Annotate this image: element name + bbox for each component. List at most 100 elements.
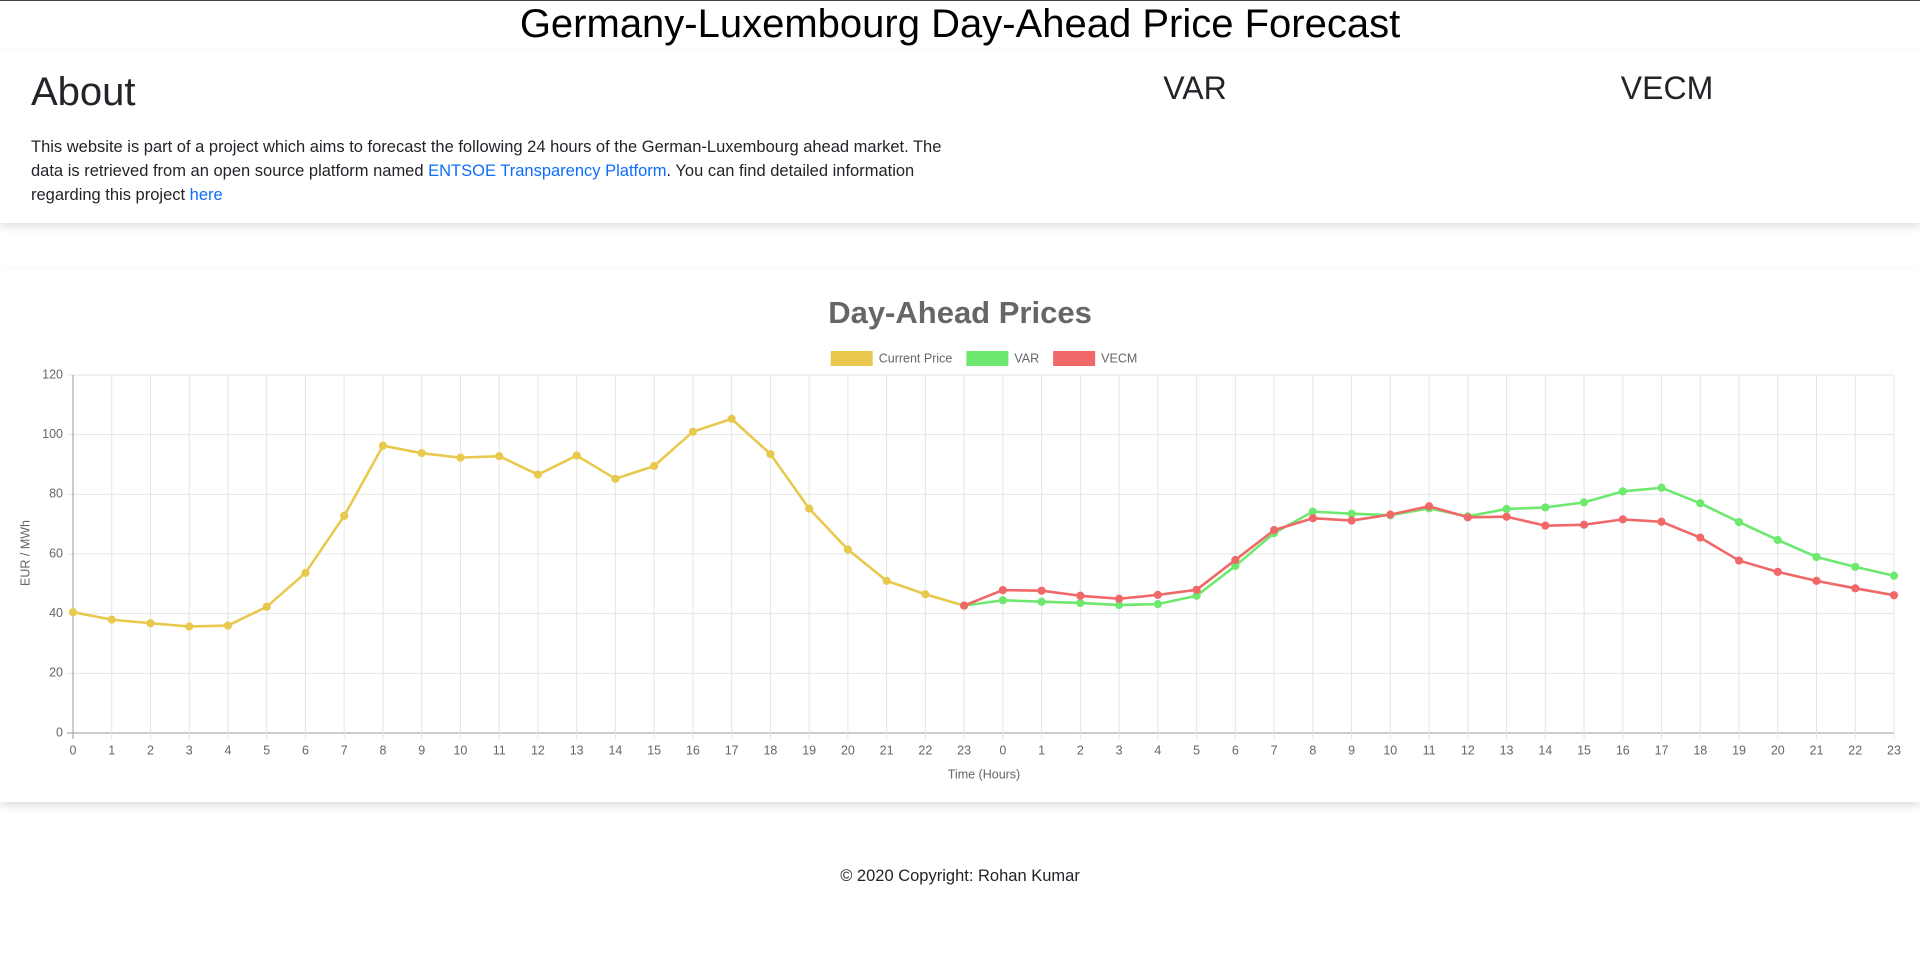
data-point [572,451,581,460]
model-heading: VAR [1163,70,1227,106]
data-point [1153,590,1162,599]
x-tick-label: 8 [379,743,386,757]
data-point [1308,514,1317,523]
data-point [1889,571,1899,580]
x-tick-label: 17 [1655,743,1669,757]
x-tick-label: 4 [225,743,232,757]
data-point [650,461,659,471]
data-point [1115,594,1124,603]
top-border [0,0,1920,1]
x-tick-label: 22 [1848,743,1862,757]
data-point [1734,556,1744,565]
data-point [1618,487,1627,496]
data-point [921,590,930,599]
data-point [1773,535,1782,545]
data-point [1579,498,1589,507]
x-tick-label: 20 [841,743,855,757]
x-tick-label: 3 [1116,743,1123,757]
x-tick-label: 5 [1193,743,1200,757]
data-point [1386,510,1395,519]
data-point [378,441,388,450]
x-tick-label: 9 [418,743,425,757]
x-tick-label: 16 [686,743,700,757]
x-tick-label: 6 [1232,743,1239,757]
y-tick-label: 120 [42,367,63,381]
y-tick-label: 0 [56,725,63,739]
link[interactable]: here [189,186,223,204]
about-card [0,50,1920,223]
x-tick-label: 19 [1732,743,1746,757]
data-point [1579,520,1589,529]
x-tick-label: 4 [1154,743,1161,757]
data-point [1037,586,1046,595]
data-point [533,470,543,479]
x-tick-label: 0 [70,743,77,757]
legend-swatch [830,351,873,366]
x-tick-label: 9 [1348,743,1355,757]
x-tick-label: 22 [918,743,932,757]
data-point [843,545,852,554]
x-tick-label: 23 [957,743,971,757]
data-point [1851,562,1860,571]
y-axis-title: EUR / MWh [18,520,32,586]
legend-label: VAR [1014,351,1039,365]
data-point [1347,509,1356,518]
legend-label: Current Price [879,351,953,365]
x-tick-label: 10 [1383,743,1397,757]
data-point [766,449,775,459]
data-point [146,619,155,628]
data-point [1734,517,1744,527]
x-tick-label: 0 [999,743,1006,757]
data-point [1076,591,1085,600]
x-tick-label: 6 [302,743,309,757]
data-point [340,511,349,520]
data-point [1657,517,1666,526]
x-tick-label: 19 [802,743,816,757]
data-point [1502,504,1511,514]
link[interactable]: ENTSOE Transparency Platform [428,162,667,180]
y-tick-label: 20 [49,666,63,680]
about-text: This website is part of a project which … [31,135,951,207]
x-tick-label: 21 [1810,743,1824,757]
legend: Current Price VAR VECM [830,351,1137,366]
x-tick-label: 12 [531,743,545,757]
x-tick-label: 14 [608,743,622,757]
data-point [1076,598,1085,608]
data-point [185,622,194,631]
data-point [1851,584,1860,593]
data-point [495,452,504,461]
data-point [1541,503,1550,512]
data-point [1618,515,1627,524]
x-tick-label: 11 [1423,743,1436,757]
data-point [1657,483,1666,492]
data-point [998,585,1007,595]
x-tick-label: 5 [263,743,270,757]
data-point [417,449,426,458]
x-tick-label: 11 [493,743,506,757]
chart-title: Day-Ahead Prices [828,295,1092,330]
data-point [1773,567,1782,576]
data-point [1812,552,1821,562]
y-tick-label: 60 [49,546,63,560]
x-tick-label: 1 [1038,743,1045,757]
x-tick-label: 13 [1500,743,1514,757]
data-point [882,576,891,585]
data-point [998,596,1007,605]
data-point [805,504,814,513]
x-tick-label: 8 [1309,743,1316,757]
chart-card [0,269,1920,802]
data-point [688,427,698,436]
x-tick-label: 21 [880,743,894,757]
x-tick-label: 20 [1771,743,1785,757]
legend-label: VECM [1101,351,1137,365]
data-point [223,621,233,630]
data-point [1192,585,1201,594]
data-point [611,474,620,483]
legend-swatch [1053,351,1096,366]
x-tick-label: 15 [1577,743,1591,757]
y-tick-label: 100 [42,427,63,441]
data-point [1037,597,1046,606]
footer: © 2020 Copyright: Rohan Kumar [840,867,1080,885]
chart: Day-Ahead Prices Time (Hours) EUR / MWh … [18,295,1901,781]
data-point [727,414,736,423]
